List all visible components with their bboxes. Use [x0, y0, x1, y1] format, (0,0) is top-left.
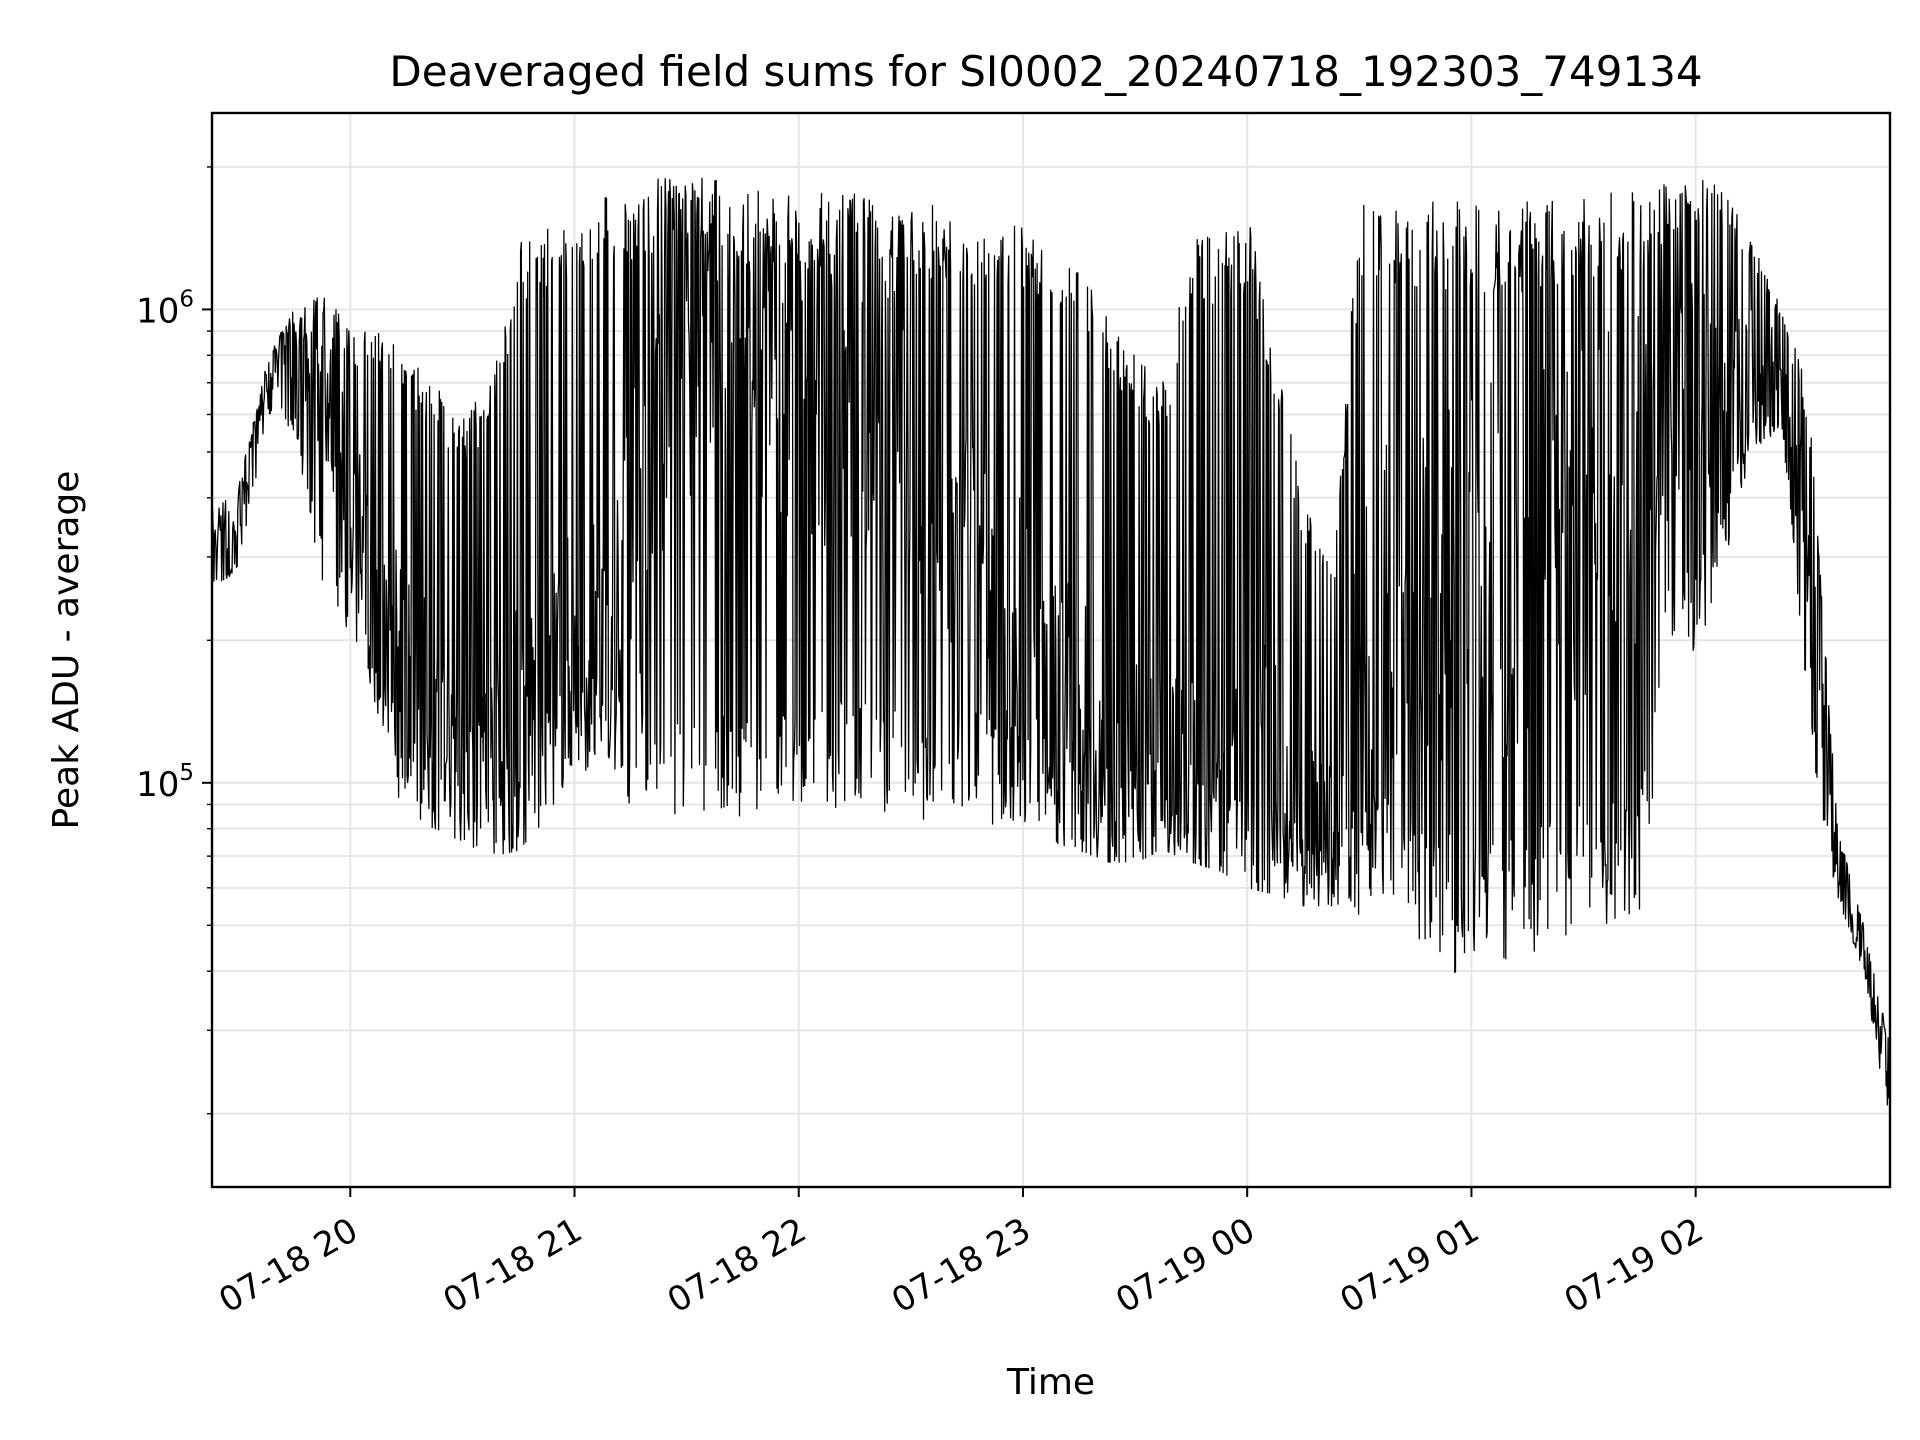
chart-title: Deaveraged field sums for SI0002_2024071… [389, 47, 1702, 96]
series-line [211, 177, 1891, 1106]
x-axis: 07-18 20 07-18 21 07-18 22 07-18 23 07-19 00… [212, 1187, 1710, 1321]
y-tick-label: 105 [136, 760, 194, 805]
y-tick-label: 106 [136, 286, 194, 331]
y-axis-label: Peak ADU - average [46, 471, 87, 830]
x-axis-label: Time [1006, 1362, 1095, 1403]
x-tick-label: 07-18 21 [437, 1210, 589, 1321]
x-tick-label: 07-19 01 [1334, 1210, 1486, 1321]
series-layer [211, 177, 1891, 1106]
plot-frame [210, 111, 1892, 1189]
x-tick-label: 07-18 22 [661, 1210, 813, 1321]
x-tick-label: 07-19 00 [1109, 1210, 1261, 1321]
x-tick-label: 07-18 23 [885, 1210, 1037, 1321]
x-tick-label: 07-19 02 [1558, 1210, 1710, 1321]
y-axis: 105 106 [136, 166, 212, 1115]
x-tick-label: 07-18 20 [212, 1210, 364, 1321]
